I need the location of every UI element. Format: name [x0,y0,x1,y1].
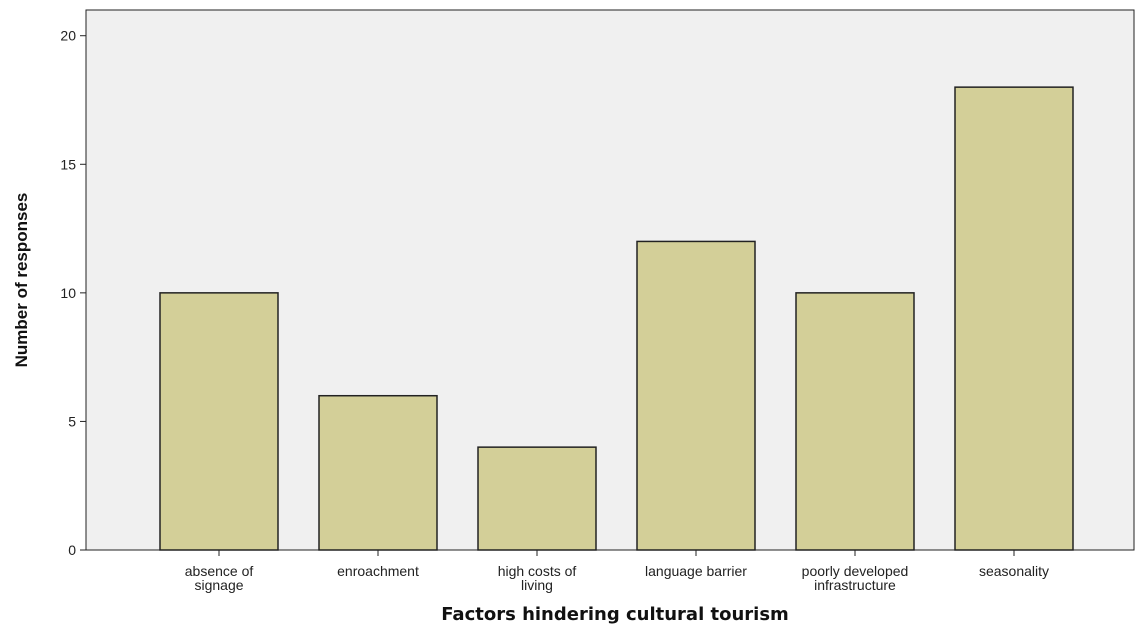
bars [159,86,1074,551]
x-tick-label: high costs of [498,563,577,579]
x-tick-label: enroachment [337,563,419,579]
y-axis-title: Number of responses [12,193,31,368]
y-tick-label: 15 [60,156,76,172]
x-tick-label: language barrier [645,563,747,579]
x-tick-label: seasonality [979,563,1049,579]
x-tick-label: signage [194,577,243,593]
x-tick-label: absence of [185,563,254,579]
bar [954,86,1074,551]
y-tick-label: 0 [68,542,76,558]
bar [636,240,756,551]
x-tick-label: infrastructure [814,577,896,593]
x-tick-label: poorly developed [802,563,909,579]
x-tick-label: living [521,577,553,593]
y-tick-label: 10 [60,285,76,301]
bar [795,292,915,551]
y-tick-label: 20 [60,28,76,44]
y-axis-ticks: 0 5 10 15 20 [60,28,86,558]
x-axis-title: Factors hindering cultural tourism [441,604,789,625]
bar [477,446,597,551]
bar [318,394,438,551]
y-tick-label: 5 [68,413,76,429]
bar [159,292,279,551]
